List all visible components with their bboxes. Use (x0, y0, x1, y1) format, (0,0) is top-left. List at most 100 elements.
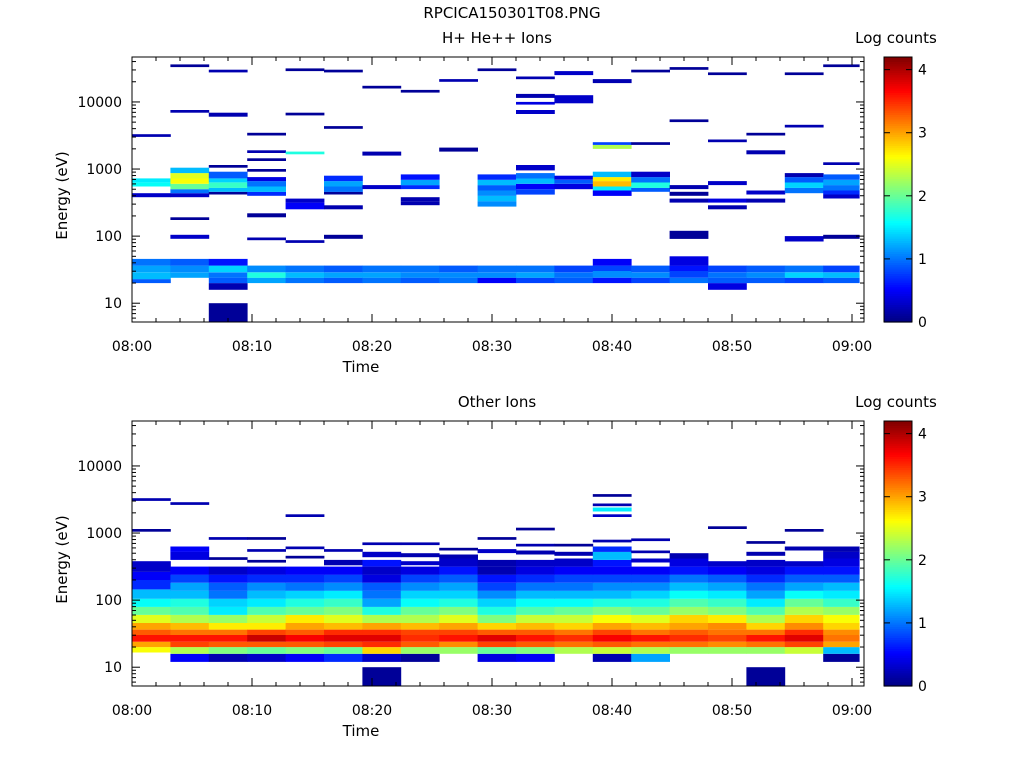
heatmap-cell (823, 629, 860, 635)
heatmap-cell (708, 590, 747, 599)
colorbar-segment (884, 187, 912, 191)
heatmap-cell (669, 185, 709, 190)
colorbar-segment (884, 568, 912, 572)
colorbar: 0 1 2 3 4 Log counts (855, 29, 937, 331)
heatmap-cell (516, 622, 555, 630)
heatmap-cell (324, 234, 363, 239)
heatmap-cell (477, 590, 517, 599)
heatmap-cell (132, 589, 171, 599)
heatmap-cell (285, 272, 325, 278)
heatmap-cell (132, 622, 171, 630)
colorbar-segment (884, 92, 912, 96)
heatmap-cell (746, 629, 786, 635)
colorbar-segment (884, 474, 912, 477)
colorbar-segment (884, 639, 912, 643)
heatmap-cell (669, 277, 709, 284)
heatmap-cell (247, 590, 286, 599)
heatmap-cell (400, 277, 440, 284)
heatmap-cell (784, 614, 824, 623)
heatmap-cell (439, 598, 478, 607)
heatmap-cell (247, 559, 286, 563)
heatmap-cell (324, 629, 363, 635)
heatmap-cell (823, 179, 860, 186)
heatmap-cell (400, 566, 440, 575)
heatmap-cell (170, 635, 210, 642)
heatmap-cell (324, 647, 363, 654)
heatmap-cell (477, 614, 517, 623)
colorbar-segment (884, 253, 912, 257)
x-tick-label: 08:50 (712, 703, 752, 719)
heatmap-cell (554, 558, 594, 567)
heatmap-cell (823, 635, 860, 642)
y-axis-label: Energy (eV) (53, 151, 71, 239)
heatmap-cell (554, 543, 594, 547)
colorbar-segment (884, 454, 912, 457)
colorbar-segment (884, 443, 912, 446)
heatmap-cell (247, 213, 286, 218)
heatmap-cell (208, 598, 248, 607)
heatmap-cell (823, 653, 860, 662)
colorbar-segment (884, 595, 912, 599)
colorbar-segment (884, 143, 912, 146)
heatmap-cell (592, 142, 632, 145)
heatmap-cell (554, 622, 594, 630)
colorbar-segment (884, 72, 912, 76)
heatmap-cell (708, 574, 747, 583)
colorbar-segment (884, 679, 912, 683)
colorbar-segment (884, 610, 912, 614)
heatmap-cell (669, 566, 709, 575)
colorbar-segment (884, 535, 912, 539)
x-tick-label: 08:10 (232, 703, 272, 719)
colorbar-segment (884, 255, 912, 259)
heatmap-cell (208, 265, 248, 273)
colorbar-segment (884, 136, 912, 140)
x-tick-label: 08:20 (352, 339, 392, 355)
heatmap-cell (669, 67, 709, 70)
colorbar-segment (884, 423, 912, 427)
colorbar-tick-label: 4 (918, 427, 927, 443)
heatmap-cell (362, 582, 402, 591)
heatmap-cell (400, 647, 440, 654)
heatmap-cell (247, 272, 286, 278)
heatmap-cell (439, 265, 478, 273)
colorbar-segment (884, 591, 912, 594)
colorbar-segment (884, 101, 912, 104)
heatmap-cell (247, 653, 286, 662)
colorbar-segment (884, 171, 912, 175)
colorbar-segment (884, 657, 912, 661)
heatmap-cell (708, 614, 747, 623)
heatmap-cell (477, 265, 517, 273)
heatmap-cell (631, 641, 670, 648)
colorbar-segment (884, 661, 912, 665)
heatmap-cell (708, 566, 747, 575)
heatmap-cell (170, 167, 210, 174)
heatmap-cell (362, 667, 402, 686)
heatmap-cell (669, 198, 709, 203)
colorbar-tick-label: 3 (918, 126, 927, 142)
colorbar-segment (884, 235, 912, 239)
heatmap-cell (477, 566, 517, 575)
colorbar-segment (884, 240, 912, 244)
colorbar-segment (884, 527, 912, 530)
colorbar-segment (884, 213, 912, 217)
colorbar-segment (884, 509, 912, 513)
heatmap-cell (784, 566, 824, 575)
heatmap-cell (784, 265, 824, 273)
heatmap-cell (592, 171, 632, 178)
colorbar-segment (884, 134, 912, 138)
colorbar-segment (884, 652, 912, 656)
heatmap-cell (247, 277, 286, 284)
y-tick-label: 10000 (77, 95, 122, 111)
heatmap-cell (247, 537, 286, 540)
heatmap-cell (477, 622, 517, 630)
heatmap-cell (208, 557, 248, 560)
colorbar-segment (884, 467, 912, 471)
colorbar-segment (884, 229, 912, 233)
colorbar-segment (884, 553, 912, 557)
heatmap-cell (208, 178, 248, 183)
colorbar-segment (884, 507, 912, 510)
heatmap-cell (132, 641, 171, 648)
colorbar-segment (884, 180, 912, 184)
colorbar-segment (884, 462, 912, 466)
heatmap-cell (132, 561, 171, 572)
